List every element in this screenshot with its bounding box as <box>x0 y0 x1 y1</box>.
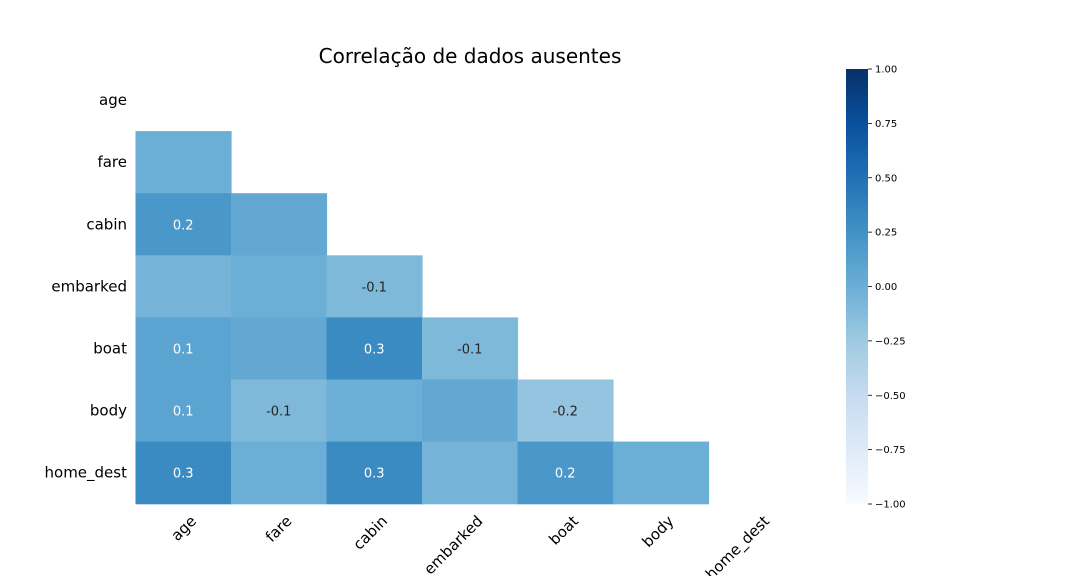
heatmap-cell-embarked-age <box>135 255 232 318</box>
cell-value-label: -0.1 <box>457 342 482 357</box>
heatmap-cell-body-boat <box>517 379 614 443</box>
heatmap-cells: 0.2 -0.1 0.1 0.3 -0.1 0.1 -0.1 -0.2 0.3 0.3 0.2 <box>135 131 710 505</box>
heatmap-cell-home_dest-cabin <box>326 441 423 505</box>
colorbar-tick-label: −0.25 <box>875 336 906 347</box>
row-label-age: age <box>99 91 127 109</box>
colorbar-tick-label: 0.50 <box>875 173 897 184</box>
column-label-cabin: cabin <box>350 512 391 553</box>
column-label-age: age <box>168 512 200 544</box>
row-label-body: body <box>90 402 127 420</box>
column-label-home_dest: home_dest <box>702 512 774 576</box>
column-labels: age fare cabin embarked boat body home_dest <box>168 512 774 581</box>
colorbar-tick-label: −0.75 <box>875 445 906 456</box>
cell-value-label: 0.2 <box>173 218 194 233</box>
heatmap-cell-home_dest-boat <box>517 441 614 505</box>
row-labels: age fare cabin embarked boat body home_dest <box>45 91 128 483</box>
heatmap-cell-fare-age <box>135 131 232 194</box>
heatmap-cell-home_dest-age <box>135 441 232 505</box>
heatmap-cell-home_dest-fare <box>231 441 328 505</box>
cell-value-label: -0.2 <box>553 405 578 420</box>
heatmap-cell-embarked-cabin <box>326 255 423 318</box>
heatmap-cell-boat-fare <box>231 317 328 381</box>
cell-value-label: 0.3 <box>173 467 194 482</box>
heatmap-cell-boat-embarked <box>422 317 519 381</box>
heatmap-cell-body-cabin <box>326 379 423 443</box>
cell-value-label: -0.1 <box>266 405 291 420</box>
colorbar: 1.00 0.75 0.50 0.25 0.00 −0.25 −0.50 −0.75 −1.00 <box>846 65 906 511</box>
heatmap-cell-boat-cabin <box>326 317 423 381</box>
cell-value-label: 0.3 <box>364 342 385 357</box>
column-label-fare: fare <box>262 512 296 546</box>
colorbar-tick-label: −1.00 <box>875 500 906 511</box>
colorbar-tick-label: 0.75 <box>875 119 897 130</box>
cell-value-label: 0.2 <box>555 467 576 482</box>
column-label-body: body <box>639 512 678 551</box>
row-label-boat: boat <box>93 339 127 357</box>
row-label-fare: fare <box>97 153 127 171</box>
colorbar-tick-label: −0.50 <box>875 391 906 402</box>
colorbar-tick-label: 1.00 <box>875 65 897 76</box>
heatmap-cell-embarked-fare <box>231 255 328 318</box>
cell-value-label: 0.1 <box>173 342 194 357</box>
heatmap-cell-body-embarked <box>422 379 519 443</box>
colorbar-tick-label: 0.25 <box>875 228 897 239</box>
cell-value-label: -0.1 <box>362 280 387 295</box>
heatmap-cell-body-fare <box>231 379 328 443</box>
heatmap-cell-cabin-fare <box>231 193 328 256</box>
colorbar-tick-label: 0.00 <box>875 282 897 293</box>
row-label-cabin: cabin <box>86 215 127 233</box>
cell-value-label: 0.1 <box>173 405 194 420</box>
cell-value-label: 0.3 <box>364 467 385 482</box>
chart-title: Correlação de dados ausentes <box>319 44 622 68</box>
heatmap-cell-home_dest-body <box>613 441 710 505</box>
row-label-embarked: embarked <box>51 277 127 295</box>
colorbar-gradient <box>846 69 868 504</box>
column-label-embarked: embarked <box>420 512 486 576</box>
heatmap-cell-body-age <box>135 379 232 443</box>
heatmap-cell-cabin-age <box>135 193 232 256</box>
row-label-home_dest: home_dest <box>45 464 128 483</box>
heatmap-cell-home_dest-embarked <box>422 441 519 505</box>
heatmap-cell-boat-age <box>135 317 232 381</box>
column-label-boat: boat <box>545 512 582 549</box>
